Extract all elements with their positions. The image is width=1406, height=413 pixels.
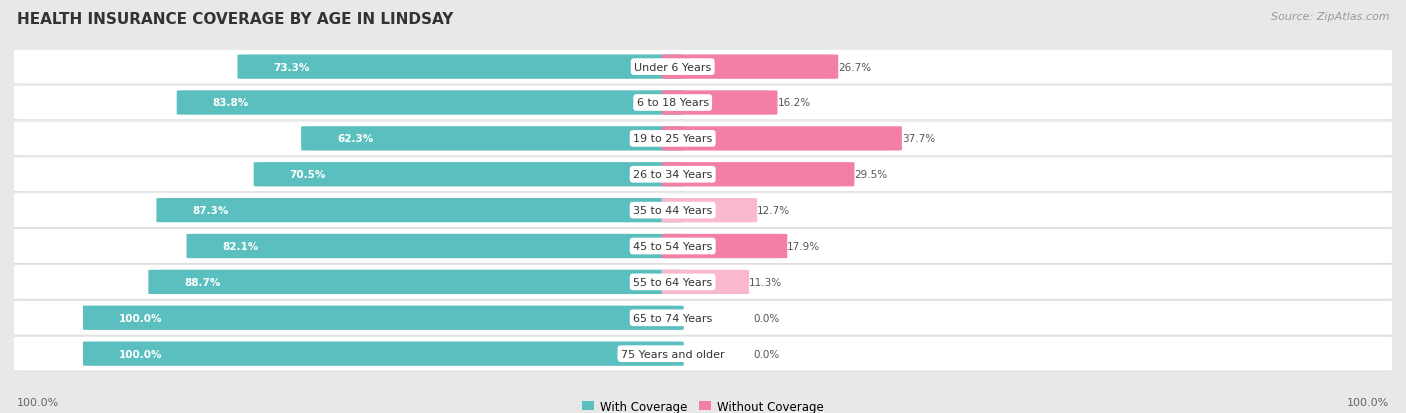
FancyBboxPatch shape — [156, 199, 683, 223]
FancyBboxPatch shape — [662, 270, 749, 294]
Text: 73.3%: 73.3% — [273, 62, 309, 72]
Text: 19 to 25 Years: 19 to 25 Years — [633, 134, 713, 144]
FancyBboxPatch shape — [253, 163, 683, 187]
FancyBboxPatch shape — [83, 342, 683, 366]
Text: 87.3%: 87.3% — [193, 206, 229, 216]
Text: 100.0%: 100.0% — [1347, 397, 1389, 407]
Text: 0.0%: 0.0% — [754, 313, 779, 323]
FancyBboxPatch shape — [10, 158, 1396, 192]
Text: 17.9%: 17.9% — [787, 242, 821, 252]
Text: 82.1%: 82.1% — [222, 242, 259, 252]
FancyBboxPatch shape — [4, 50, 1402, 85]
FancyBboxPatch shape — [10, 122, 1396, 156]
FancyBboxPatch shape — [4, 194, 1402, 228]
FancyBboxPatch shape — [4, 230, 1402, 264]
Text: HEALTH INSURANCE COVERAGE BY AGE IN LINDSAY: HEALTH INSURANCE COVERAGE BY AGE IN LIND… — [17, 12, 453, 27]
Text: 0.0%: 0.0% — [754, 349, 779, 359]
Text: 12.7%: 12.7% — [758, 206, 790, 216]
FancyBboxPatch shape — [4, 265, 1402, 300]
Text: Source: ZipAtlas.com: Source: ZipAtlas.com — [1271, 12, 1389, 22]
FancyBboxPatch shape — [83, 306, 683, 330]
Text: 100.0%: 100.0% — [17, 397, 59, 407]
FancyBboxPatch shape — [238, 55, 683, 80]
FancyBboxPatch shape — [4, 86, 1402, 121]
Text: 65 to 74 Years: 65 to 74 Years — [633, 313, 713, 323]
FancyBboxPatch shape — [4, 158, 1402, 192]
FancyBboxPatch shape — [10, 301, 1396, 335]
Text: 55 to 64 Years: 55 to 64 Years — [633, 277, 713, 287]
FancyBboxPatch shape — [10, 337, 1396, 371]
FancyBboxPatch shape — [10, 265, 1396, 299]
FancyBboxPatch shape — [187, 234, 683, 259]
Text: 11.3%: 11.3% — [749, 277, 782, 287]
Text: Under 6 Years: Under 6 Years — [634, 62, 711, 72]
FancyBboxPatch shape — [10, 86, 1396, 120]
Text: 83.8%: 83.8% — [212, 98, 249, 108]
FancyBboxPatch shape — [10, 194, 1396, 228]
Text: 100.0%: 100.0% — [118, 349, 162, 359]
Text: 35 to 44 Years: 35 to 44 Years — [633, 206, 713, 216]
FancyBboxPatch shape — [4, 337, 1402, 371]
FancyBboxPatch shape — [662, 127, 901, 151]
Text: 37.7%: 37.7% — [901, 134, 935, 144]
Text: 6 to 18 Years: 6 to 18 Years — [637, 98, 709, 108]
Text: 26 to 34 Years: 26 to 34 Years — [633, 170, 713, 180]
FancyBboxPatch shape — [10, 50, 1396, 85]
Text: 26.7%: 26.7% — [838, 62, 872, 72]
FancyBboxPatch shape — [177, 91, 683, 115]
Text: 70.5%: 70.5% — [290, 170, 326, 180]
FancyBboxPatch shape — [301, 127, 683, 151]
FancyBboxPatch shape — [662, 199, 758, 223]
Text: 75 Years and older: 75 Years and older — [621, 349, 724, 359]
Legend: With Coverage, Without Coverage: With Coverage, Without Coverage — [578, 395, 828, 413]
FancyBboxPatch shape — [662, 91, 778, 115]
FancyBboxPatch shape — [149, 270, 683, 294]
FancyBboxPatch shape — [4, 122, 1402, 157]
FancyBboxPatch shape — [10, 230, 1396, 263]
Text: 100.0%: 100.0% — [118, 313, 162, 323]
Text: 16.2%: 16.2% — [778, 98, 811, 108]
Text: 45 to 54 Years: 45 to 54 Years — [633, 242, 713, 252]
Text: 29.5%: 29.5% — [855, 170, 887, 180]
FancyBboxPatch shape — [4, 301, 1402, 335]
Text: 88.7%: 88.7% — [184, 277, 221, 287]
FancyBboxPatch shape — [662, 234, 787, 259]
Text: 62.3%: 62.3% — [337, 134, 373, 144]
FancyBboxPatch shape — [662, 163, 855, 187]
FancyBboxPatch shape — [662, 55, 838, 80]
